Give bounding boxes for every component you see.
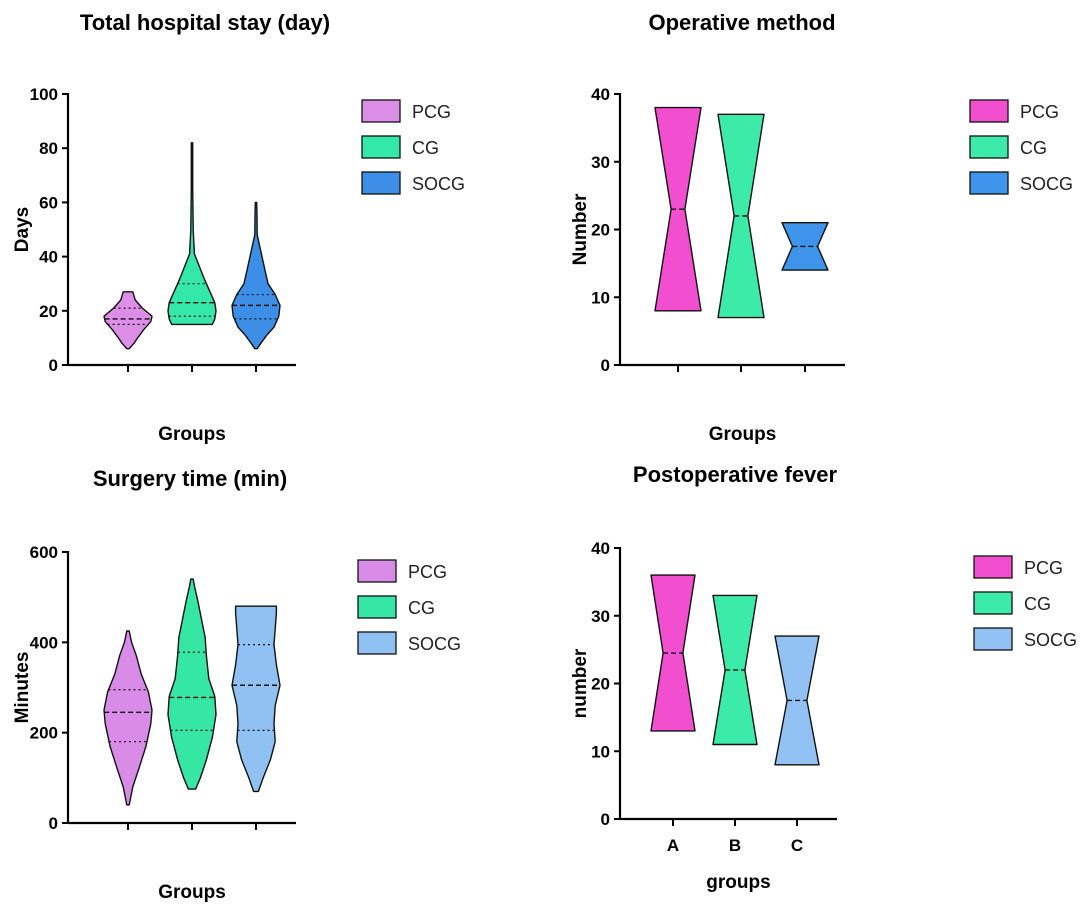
x-axis-title: Groups — [709, 424, 777, 445]
legend-label: PCG — [1024, 558, 1063, 578]
violin-socg — [231, 201, 281, 350]
legend-swatch-pcg — [361, 99, 401, 123]
x-tick-label: C — [791, 836, 803, 855]
legend-swatch-socg — [361, 171, 401, 195]
legend-swatch-cg — [969, 135, 1009, 159]
y-tick-label: 40 — [39, 248, 58, 267]
legend-label: CG — [408, 598, 435, 618]
x-axis-title: Groups — [158, 882, 226, 903]
violin-cg — [167, 142, 217, 326]
legend-swatch-pcg — [969, 99, 1009, 123]
y-tick-label: 60 — [39, 193, 58, 212]
legend-label: CG — [1020, 138, 1047, 158]
legend-swatch-cg — [361, 135, 401, 159]
x-axis-title: groups — [706, 872, 770, 893]
violin-cg — [167, 578, 217, 790]
violin-socg — [231, 605, 281, 793]
y-tick-label: 0 — [601, 356, 610, 375]
chart-title: Surgery time (min) — [93, 466, 287, 491]
legend-swatch-socg — [969, 171, 1009, 195]
y-tick-label: 0 — [49, 356, 58, 375]
legend-label: CG — [412, 138, 439, 158]
legend-label: SOCG — [408, 634, 461, 654]
legend-swatch-socg — [973, 627, 1013, 651]
y-tick-label: 600 — [30, 543, 58, 562]
chart-title: Operative method — [648, 10, 835, 35]
legend-swatch-cg — [357, 595, 397, 619]
y-tick-label: 10 — [591, 288, 610, 307]
legend-label: SOCG — [1024, 630, 1077, 650]
legend-swatch-cg — [973, 591, 1013, 615]
violin-cg — [717, 113, 765, 319]
legend-label: CG — [1024, 594, 1051, 614]
chart-title: Total hospital stay (day) — [80, 10, 330, 35]
y-tick-label: 0 — [601, 810, 610, 829]
legend-swatch-pcg — [357, 559, 397, 583]
y-tick-label: 30 — [591, 607, 610, 626]
x-tick-label: A — [667, 836, 679, 855]
y-tick-label: 40 — [591, 85, 610, 104]
y-axis-title: Minutes — [12, 652, 33, 724]
legend-label: SOCG — [412, 174, 465, 194]
y-axis-title: Number — [570, 193, 591, 265]
chart-panel-1: Total hospital stay (day) 0 20 40 60 80 100 Gro… — [12, 10, 465, 445]
x-tick-label: B — [729, 836, 741, 855]
violin-pcg — [654, 106, 702, 312]
y-tick-label: 40 — [591, 539, 610, 558]
legend-label: PCG — [412, 102, 451, 122]
y-tick-label: 20 — [591, 221, 610, 240]
chart-panel-3: Surgery time (min) 0 200 400 600 Groups Minute… — [12, 466, 461, 903]
violin-pcg — [103, 630, 153, 806]
y-tick-label: 100 — [30, 85, 58, 104]
y-tick-label: 20 — [591, 675, 610, 694]
legend-label: SOCG — [1020, 174, 1073, 194]
x-axis-title: Groups — [158, 424, 226, 445]
y-tick-label: 0 — [49, 814, 58, 833]
y-tick-label: 80 — [39, 139, 58, 158]
y-tick-label: 10 — [591, 742, 610, 761]
y-tick-label: 30 — [591, 153, 610, 172]
chart-panel-2: Operative method 0 10 20 30 40 Groups Number PCG… — [570, 10, 1073, 445]
violin-pcg — [103, 291, 153, 350]
legend-swatch-socg — [357, 631, 397, 655]
chart-title: Postoperative fever — [633, 462, 838, 487]
y-tick-label: 20 — [39, 302, 58, 321]
y-tick-label: 200 — [30, 724, 58, 743]
legend-label: PCG — [408, 562, 447, 582]
y-axis-title: number — [570, 648, 591, 718]
y-tick-label: 400 — [30, 633, 58, 652]
y-axis-title: Days — [12, 207, 33, 252]
legend-label: PCG — [1020, 102, 1059, 122]
legend-swatch-pcg — [973, 555, 1013, 579]
